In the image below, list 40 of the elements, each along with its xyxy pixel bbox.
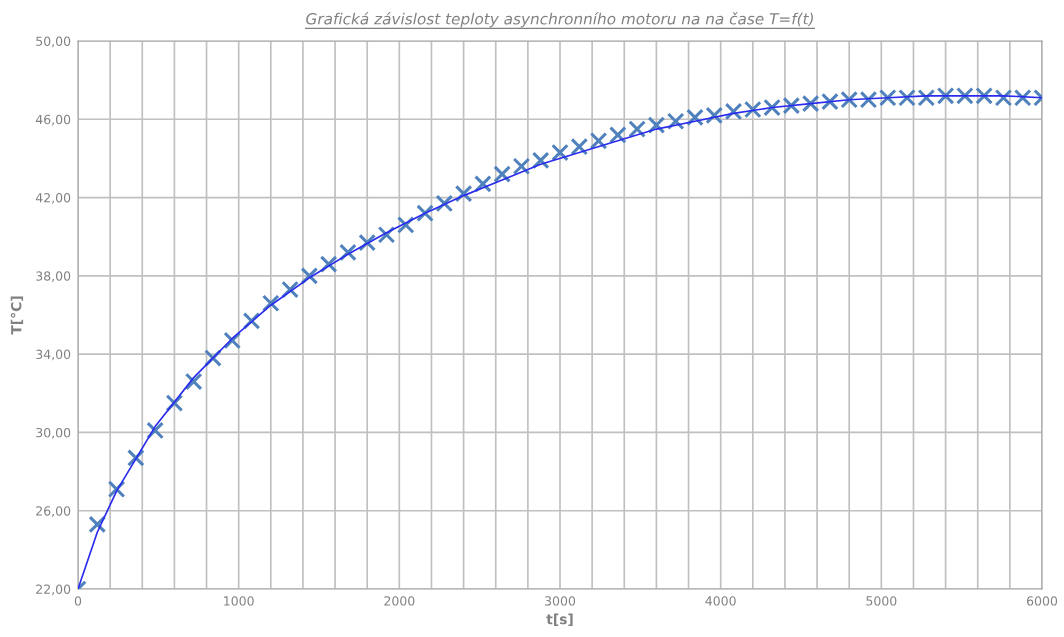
point xyxy=(570,137,589,156)
point xyxy=(493,165,511,183)
y-tick-label: 30,00 xyxy=(36,427,71,439)
point xyxy=(686,108,704,127)
x-tick-label: 5000 xyxy=(866,596,897,606)
point xyxy=(782,96,801,115)
chart-title: Grafická závislost teploty asynchronního motoru na na čase T=f(t) xyxy=(306,12,813,28)
point xyxy=(609,126,627,144)
x-tick-label: 0 xyxy=(74,596,82,606)
point xyxy=(531,151,550,170)
point xyxy=(821,92,839,111)
y-tick-label: 34,00 xyxy=(36,349,71,361)
y-tick-label: 22,00 xyxy=(36,584,71,596)
point xyxy=(300,267,319,285)
point xyxy=(551,143,569,162)
y-tick-label: 42,00 xyxy=(35,193,71,204)
point xyxy=(705,106,724,125)
y-tick-label: 26,00 xyxy=(36,506,71,517)
x-axis-title: t[s] xyxy=(546,613,573,626)
x-tick-label: 1000 xyxy=(224,596,254,606)
point xyxy=(261,294,280,313)
point xyxy=(88,515,107,534)
point xyxy=(416,204,434,223)
point xyxy=(474,175,492,193)
point xyxy=(801,94,820,113)
y-tick-label: 38,00 xyxy=(36,271,71,283)
y-axis-title: T[°C] xyxy=(10,296,24,335)
point xyxy=(763,98,781,117)
point xyxy=(589,132,608,150)
point xyxy=(512,157,531,176)
x-tick-label: 6000 xyxy=(1026,596,1058,606)
x-tick-label: 2000 xyxy=(384,596,415,606)
point xyxy=(666,112,685,131)
x-tick-label: 4000 xyxy=(705,596,736,606)
y-tick-label: 50,00 xyxy=(36,36,71,48)
point xyxy=(743,100,762,119)
point xyxy=(628,120,646,138)
y-tick-label: 46,00 xyxy=(35,114,71,126)
x-tick-label: 3000 xyxy=(545,596,576,606)
point xyxy=(184,372,203,391)
